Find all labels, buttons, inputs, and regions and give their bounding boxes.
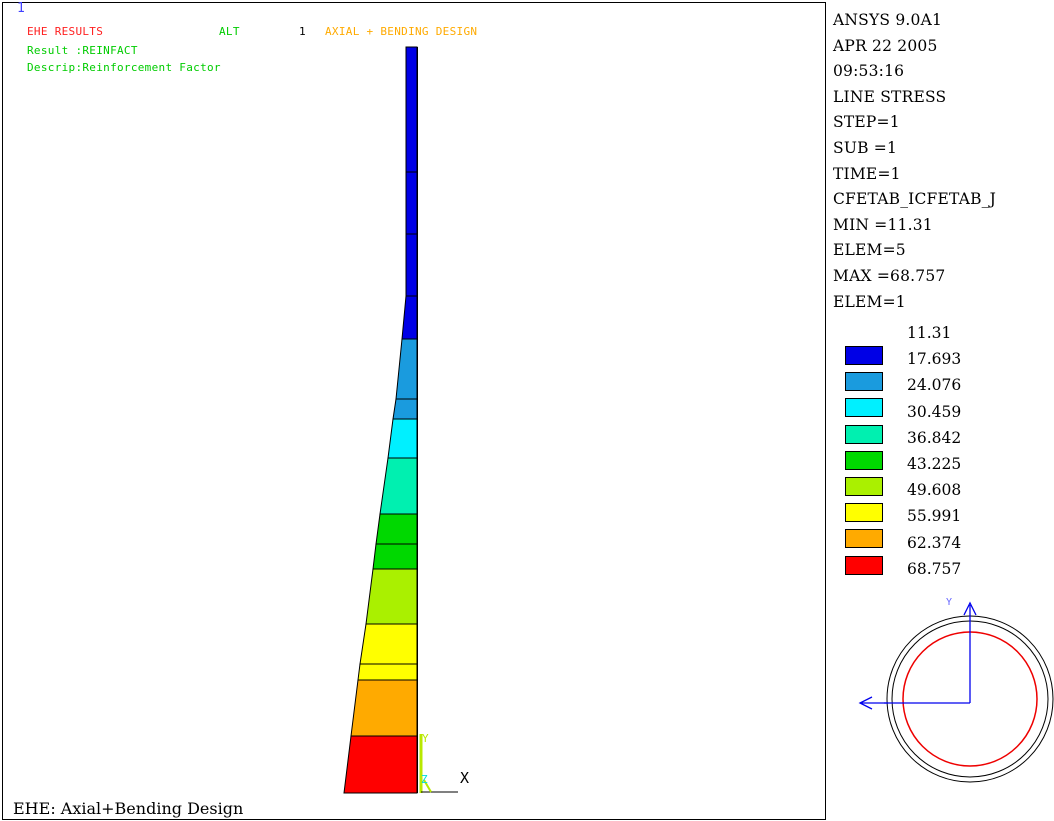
legend-label: 30.459 <box>907 402 962 421</box>
beam-element <box>372 543 418 570</box>
triad-z-label: Z <box>421 773 428 786</box>
result-line: Result :REINFACT <box>27 44 138 57</box>
info-line: ELEM=1 <box>833 292 906 311</box>
legend-label: 49.608 <box>907 481 962 500</box>
legend-swatch <box>845 346 883 365</box>
info-line: APR 22 2005 <box>833 36 938 55</box>
legend-swatch <box>845 372 883 392</box>
alt-label: ALT <box>219 25 240 38</box>
info-line: STEP=1 <box>833 113 900 132</box>
legend-label: 55.991 <box>907 507 962 526</box>
info-line: TIME=1 <box>833 164 901 183</box>
section-z-arrow <box>858 696 888 710</box>
beam-element <box>392 398 418 420</box>
legend-swatch <box>845 398 883 418</box>
results-title: EHE RESULTS <box>27 25 104 38</box>
info-line: 09:53:16 <box>833 62 905 81</box>
beam-element <box>359 623 418 665</box>
section-y-arrow-icon <box>963 601 977 616</box>
info-line: MIN =11.31 <box>833 215 933 234</box>
beam-element <box>379 457 418 515</box>
legend-swatch <box>845 503 883 523</box>
beam-element <box>357 663 418 681</box>
legend-swatch <box>845 424 883 444</box>
beam-plot: Y Z X <box>343 46 469 794</box>
legend-label: 24.076 <box>907 376 962 395</box>
descrip-line: Descrip:Reinforcement Factor <box>27 61 221 74</box>
legend-swatch <box>845 529 883 549</box>
legend-label: 36.842 <box>907 428 962 447</box>
beam-element <box>405 46 418 173</box>
info-line: LINE STRESS <box>833 87 947 106</box>
legend-swatch <box>845 450 883 470</box>
info-panel: ANSYS 9.0A1 APR 22 2005 09:53:16 LINE STRES… <box>833 8 1053 315</box>
beam-element <box>401 295 418 340</box>
info-line: ELEM=5 <box>833 241 906 260</box>
info-line: SUB =1 <box>833 138 898 157</box>
legend-label: 62.374 <box>907 533 962 552</box>
legend-label: 17.693 <box>907 350 962 369</box>
beam-element <box>395 338 418 400</box>
legend-swatch <box>845 555 883 575</box>
legend-label: 68.757 <box>907 559 962 578</box>
plot-caption: EHE: Axial+Bending Design <box>13 799 244 818</box>
info-line: MAX =68.757 <box>833 266 946 285</box>
alt-number: 1 <box>299 25 306 38</box>
beam-element <box>387 418 418 459</box>
graphics-viewport[interactable]: 1 EHE RESULTS ALT 1 AXIAL + BENDING DESI… <box>2 1 826 820</box>
beam-element <box>343 735 418 794</box>
section-y-label: Y <box>946 597 952 608</box>
triad-y-label: Y <box>422 732 429 745</box>
triad-x-label: X <box>460 769 469 787</box>
section-view: Y Z <box>884 597 1054 783</box>
legend-label: 11.31 <box>907 324 952 342</box>
legend-label: 43.225 <box>907 455 962 473</box>
beam-element <box>405 171 418 235</box>
beam-element <box>350 679 418 737</box>
beam-element <box>365 568 418 625</box>
window-number: 1 <box>17 1 26 16</box>
triad-z-mark <box>423 779 432 793</box>
beam-element <box>405 233 418 297</box>
design-label: AXIAL + BENDING DESIGN <box>325 25 478 38</box>
beam-element <box>375 513 418 545</box>
info-line: CFETAB_ICFETAB_J <box>833 190 997 209</box>
info-line: ANSYS 9.0A1 <box>833 11 943 29</box>
legend-swatch <box>845 477 883 496</box>
